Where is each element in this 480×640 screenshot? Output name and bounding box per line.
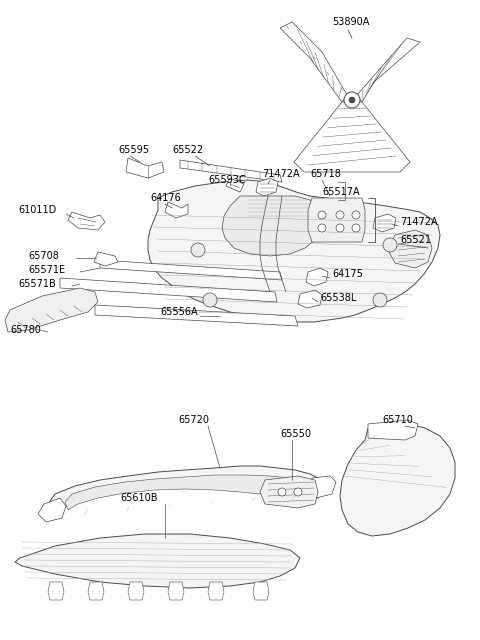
Polygon shape: [95, 305, 298, 326]
Polygon shape: [68, 212, 105, 230]
Polygon shape: [5, 288, 98, 332]
Circle shape: [352, 224, 360, 232]
Polygon shape: [88, 582, 104, 600]
Text: 65708: 65708: [28, 251, 59, 261]
Circle shape: [349, 97, 355, 103]
Text: 71472A: 71472A: [262, 169, 300, 179]
Circle shape: [278, 488, 286, 496]
Text: 65521: 65521: [400, 235, 431, 245]
Polygon shape: [60, 278, 277, 302]
Text: 65538L: 65538L: [320, 293, 356, 303]
Polygon shape: [128, 582, 144, 600]
Polygon shape: [222, 196, 325, 256]
Circle shape: [373, 293, 387, 307]
Circle shape: [294, 488, 302, 496]
Polygon shape: [306, 268, 328, 286]
Polygon shape: [280, 22, 347, 102]
Circle shape: [318, 211, 326, 219]
Polygon shape: [308, 198, 365, 242]
Text: 65595: 65595: [118, 145, 149, 155]
Polygon shape: [298, 290, 322, 308]
Text: 65780: 65780: [10, 325, 41, 335]
Text: 64176: 64176: [150, 193, 181, 203]
Polygon shape: [373, 214, 396, 232]
Text: 65571B: 65571B: [18, 279, 56, 289]
Circle shape: [318, 224, 326, 232]
Polygon shape: [253, 582, 269, 600]
Polygon shape: [100, 260, 282, 280]
Text: 65593C: 65593C: [208, 175, 246, 185]
Polygon shape: [226, 178, 244, 192]
Text: 65720: 65720: [178, 415, 209, 425]
Text: 64175: 64175: [332, 269, 363, 279]
Polygon shape: [180, 160, 282, 182]
Text: 65550: 65550: [280, 429, 311, 439]
Polygon shape: [260, 476, 318, 508]
Polygon shape: [165, 202, 188, 218]
Polygon shape: [308, 476, 336, 498]
Circle shape: [203, 293, 217, 307]
Polygon shape: [256, 178, 278, 196]
Circle shape: [344, 92, 360, 108]
Text: 71472A: 71472A: [400, 217, 438, 227]
Text: 65718: 65718: [310, 169, 341, 179]
Polygon shape: [94, 252, 118, 266]
Text: 53890A: 53890A: [332, 17, 370, 27]
Polygon shape: [368, 420, 418, 440]
Polygon shape: [357, 38, 420, 102]
Polygon shape: [388, 230, 432, 268]
Polygon shape: [126, 158, 164, 178]
Text: 65522: 65522: [172, 145, 203, 155]
Polygon shape: [15, 534, 300, 588]
Text: 65710: 65710: [382, 415, 413, 425]
Text: 65610B: 65610B: [120, 493, 157, 503]
Circle shape: [336, 224, 344, 232]
Polygon shape: [48, 582, 64, 600]
Polygon shape: [65, 475, 310, 510]
Text: 61011D: 61011D: [18, 205, 56, 215]
Circle shape: [383, 238, 397, 252]
Text: 65571E: 65571E: [28, 265, 65, 275]
Polygon shape: [340, 424, 455, 536]
Polygon shape: [48, 466, 325, 518]
Circle shape: [191, 243, 205, 257]
Polygon shape: [38, 498, 66, 522]
Polygon shape: [294, 102, 410, 172]
Circle shape: [336, 211, 344, 219]
Circle shape: [352, 211, 360, 219]
Polygon shape: [168, 582, 184, 600]
Text: 65556A: 65556A: [160, 307, 198, 317]
Polygon shape: [208, 582, 224, 600]
Text: 65517A: 65517A: [322, 187, 360, 197]
Polygon shape: [148, 180, 440, 322]
